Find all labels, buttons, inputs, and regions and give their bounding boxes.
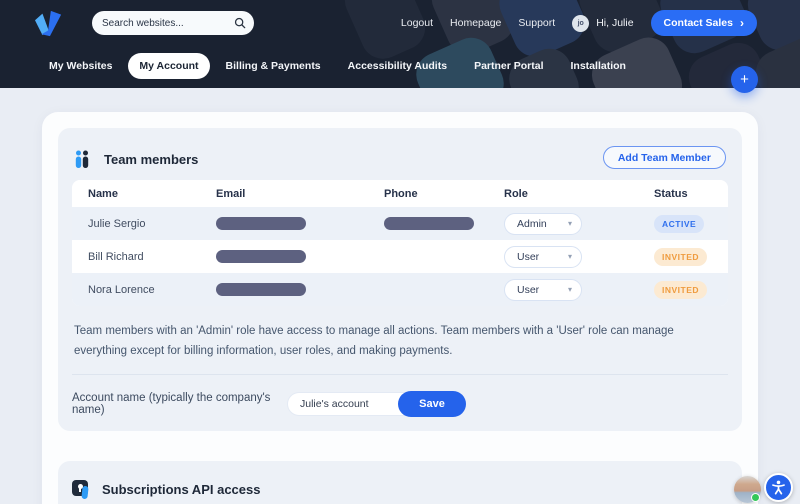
header: Logout Homepage Support jo Hi, Julie Conta… [0,0,800,88]
status-badge: INVITED [654,247,708,266]
contact-sales-button[interactable]: Contact Sales › [650,10,757,36]
contact-sales-label: Contact Sales [663,17,733,29]
divider [72,374,728,376]
team-members-icon [75,150,89,168]
team-members-title: Team members [104,151,199,167]
table-header-row: Name Email Phone Role Status [72,180,728,207]
online-status-dot [751,493,760,502]
table-body: Julie Sergio Admin ▾ ACTIVE Bill Richard User… [72,207,728,306]
nav-link-support[interactable]: Support [518,17,556,29]
member-email-cell [200,283,368,296]
tab-bar: My Websites My Account Billing & Payments A… [0,46,800,86]
roles-description: Team members with an 'Admin' role have a… [74,325,674,358]
tab-partner-portal[interactable]: Partner Portal [474,60,544,72]
brand-logo[interactable] [32,9,66,37]
user-avatar[interactable]: jo [572,14,590,32]
account-card: Team members Add Team Member Name Email Ph… [42,112,758,504]
save-button[interactable]: Save [398,391,466,418]
member-status-cell: INVITED [638,280,728,299]
subscriptions-title: Subscriptions API access [102,481,261,497]
team-members-panel: Team members Add Team Member Name Email Ph… [58,128,742,432]
api-key-icon [72,479,90,500]
redacted-email [216,283,306,296]
greeting-text: Hi, Julie [596,17,634,29]
search-icon[interactable] [234,17,246,29]
chevron-down-icon: ▾ [567,252,572,261]
redacted-email [216,250,306,263]
add-team-member-button[interactable]: Add Team Member [602,146,726,169]
header-nav: Logout Homepage Support jo Hi, Julie Conta… [401,10,757,36]
subscriptions-panel: Subscriptions API access [58,461,742,504]
column-header-status: Status [654,187,688,200]
tab-accessibility-audits[interactable]: Accessibility Audits [347,60,448,72]
nav-link-logout[interactable]: Logout [400,17,434,29]
page-content: Team members Add Team Member Name Email Ph… [0,88,800,504]
status-badge: ACTIVE [654,214,705,233]
nav-link-homepage[interactable]: Homepage [450,17,502,29]
search-bar[interactable] [92,11,254,35]
member-name: Julie Sergio [88,217,146,230]
role-dropdown[interactable]: User ▾ [504,278,582,301]
role-value: Admin [517,217,547,230]
tab-billing-payments[interactable]: Billing & Payments [225,60,321,72]
member-role-cell: Admin ▾ [488,212,638,235]
column-header-phone: Phone [384,187,418,200]
subscriptions-header: Subscriptions API access [72,475,728,503]
account-name-label: Account name (typically the company's na… [72,392,271,417]
redacted-email [216,217,306,230]
role-value: User [517,250,540,263]
column-header-role: Role [504,187,528,200]
user-chip[interactable]: jo Hi, Julie [572,14,634,32]
member-name: Nora Lorence [88,283,155,296]
member-role-cell: User ▾ [488,245,638,268]
member-status-cell: INVITED [638,247,728,266]
member-status-cell: ACTIVE [638,214,728,233]
account-name-group: Save [287,391,466,418]
member-phone-cell [368,217,488,230]
tab-my-account[interactable]: My Account [128,53,210,79]
table-row: Nora Lorence User ▾ INVITED [72,273,728,306]
tab-my-websites[interactable]: My Websites [49,60,113,72]
table-row: Julie Sergio Admin ▾ ACTIVE [72,207,728,240]
role-dropdown[interactable]: User ▾ [504,245,582,268]
tab-installation[interactable]: Installation [570,60,626,72]
accessibility-widget-button[interactable] [764,473,793,502]
member-email-cell [200,217,368,230]
table-row: Bill Richard User ▾ INVITED [72,240,728,273]
chevron-down-icon: ▾ [567,285,572,294]
member-role-cell: User ▾ [488,278,638,301]
add-floating-button[interactable]: + [731,66,758,93]
redacted-phone [384,217,474,230]
column-header-name: Name [88,187,118,200]
column-header-email: Email [216,187,246,200]
accessibility-icon [772,480,785,495]
topbar: Logout Homepage Support jo Hi, Julie Conta… [0,0,800,46]
chevron-down-icon: ▾ [567,219,572,228]
chevron-right-icon: › [740,15,744,30]
account-name-row: Account name (typically the company's na… [72,391,728,418]
role-dropdown[interactable]: Admin ▾ [504,212,582,235]
team-members-table: Name Email Phone Role Status Julie Sergio Adm… [72,180,728,306]
search-input[interactable] [102,17,234,29]
team-members-header: Team members Add Team Member [72,142,728,176]
member-name: Bill Richard [88,250,144,263]
account-name-input[interactable] [287,392,417,417]
member-email-cell [200,250,368,263]
role-value: User [517,283,540,296]
status-badge: INVITED [654,280,708,299]
